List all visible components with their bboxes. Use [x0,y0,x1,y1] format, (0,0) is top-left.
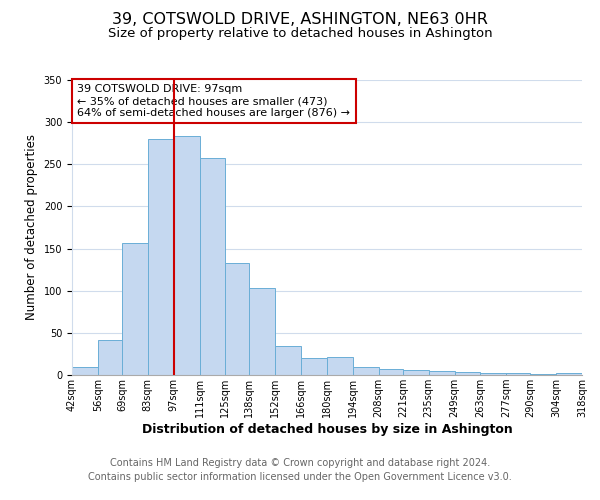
Bar [275,346,301,375]
Bar [327,358,353,375]
Bar [199,158,226,375]
Bar [455,372,481,375]
Text: Contains HM Land Registry data © Crown copyright and database right 2024.: Contains HM Land Registry data © Crown c… [110,458,490,468]
Bar [481,374,506,375]
Y-axis label: Number of detached properties: Number of detached properties [25,134,38,320]
Text: Contains public sector information licensed under the Open Government Licence v3: Contains public sector information licen… [88,472,512,482]
Bar [506,374,530,375]
Bar [148,139,173,375]
Bar [403,370,428,375]
Bar [226,263,250,375]
Text: Size of property relative to detached houses in Ashington: Size of property relative to detached ho… [107,28,493,40]
X-axis label: Distribution of detached houses by size in Ashington: Distribution of detached houses by size … [142,423,512,436]
Bar [250,288,275,375]
Bar [173,136,199,375]
Bar [379,369,403,375]
Text: 39, COTSWOLD DRIVE, ASHINGTON, NE63 0HR: 39, COTSWOLD DRIVE, ASHINGTON, NE63 0HR [112,12,488,28]
Bar [530,374,556,375]
Text: 39 COTSWOLD DRIVE: 97sqm
← 35% of detached houses are smaller (473)
64% of semi-: 39 COTSWOLD DRIVE: 97sqm ← 35% of detach… [77,84,350,117]
Bar [556,374,582,375]
Bar [122,242,148,375]
Bar [353,368,379,375]
Bar [72,366,98,375]
Bar [98,340,122,375]
Bar [301,358,327,375]
Bar [428,371,455,375]
